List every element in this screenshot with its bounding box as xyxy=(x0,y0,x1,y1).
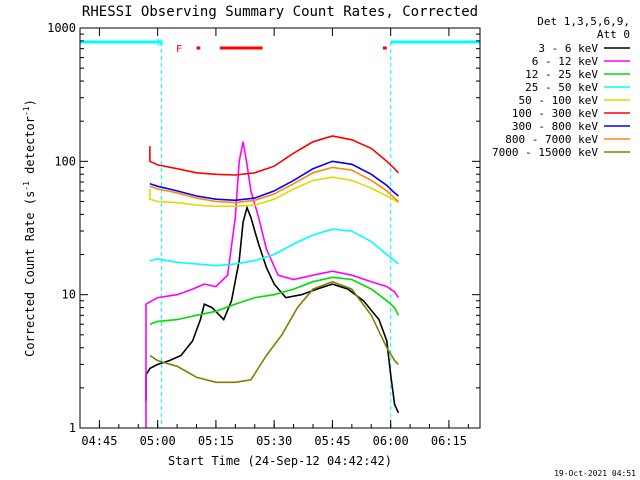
y-axis-label: Corrected Count Rate (s-1 detector-1) xyxy=(22,99,37,357)
y-tick-label-0: 1 xyxy=(69,421,76,435)
x-tick-label-1: 05:00 xyxy=(140,434,176,448)
legend-label-2: 12 - 25 keV xyxy=(525,68,598,81)
legend-header-line-2: Att 0 xyxy=(597,28,630,41)
x-tick-label-0: 04:45 xyxy=(81,434,117,448)
legend-label-8: 7000 - 15000 keV xyxy=(492,146,598,159)
legend-label-4: 50 - 100 keV xyxy=(519,94,599,107)
legend-label-6: 300 - 800 keV xyxy=(512,120,598,133)
series-line-0 xyxy=(145,205,400,414)
x-axis-ticks: 04:45 05:00 05:15 05:30 05:45 06:00 06:15 xyxy=(79,28,469,448)
x-tick-label-3: 05:30 xyxy=(256,434,292,448)
chart-title: RHESSI Observing Summary Count Rates, Co… xyxy=(82,4,478,20)
plot-frame xyxy=(79,27,481,429)
legend-header: Det 1,3,5,6,9, Att 0 xyxy=(537,15,630,41)
legend-label-1: 6 - 12 keV xyxy=(532,55,599,68)
series-lines xyxy=(145,135,400,428)
legend-header-line-1: Det 1,3,5,6,9, xyxy=(537,15,630,28)
series-line-2 xyxy=(149,276,400,325)
legend-label-3: 25 - 50 keV xyxy=(525,81,598,94)
y-tick-label-3: 1000 xyxy=(47,21,76,35)
x-tick-label-4: 05:45 xyxy=(314,434,350,448)
series-line-5 xyxy=(149,135,399,176)
y-tick-label-2: 100 xyxy=(54,154,76,168)
x-tick-label-6: 06:15 xyxy=(431,434,467,448)
x-axis-label: Start Time (24-Sep-12 04:42:42) xyxy=(168,454,392,468)
y-axis-ticks: 1 10 100 1000 xyxy=(47,21,480,435)
x-tick-label-5: 06:00 xyxy=(373,434,409,448)
series-line-6 xyxy=(149,160,399,202)
plot-area: F N 04:45 05:00 05:15 05:30 05:45 06:00 06:15 … xyxy=(47,21,481,448)
series-line-4 xyxy=(149,176,399,208)
footer-date: 19-Oct-2021 04:51 xyxy=(554,469,636,478)
series-line-7 xyxy=(149,166,399,204)
legend-label-0: 3 - 6 keV xyxy=(538,42,598,55)
night-intervals xyxy=(79,40,481,428)
x-tick-label-2: 05:15 xyxy=(198,434,234,448)
legend-label-5: 100 - 300 keV xyxy=(512,107,598,120)
night-label: N xyxy=(157,38,163,49)
series-line-3 xyxy=(149,228,399,267)
y-tick-label-1: 10 xyxy=(62,288,76,302)
series-line-8 xyxy=(149,280,399,384)
series-line-1 xyxy=(145,141,400,428)
legend-label-7: 800 - 7000 keV xyxy=(505,133,598,146)
flare-label: F xyxy=(176,44,182,55)
